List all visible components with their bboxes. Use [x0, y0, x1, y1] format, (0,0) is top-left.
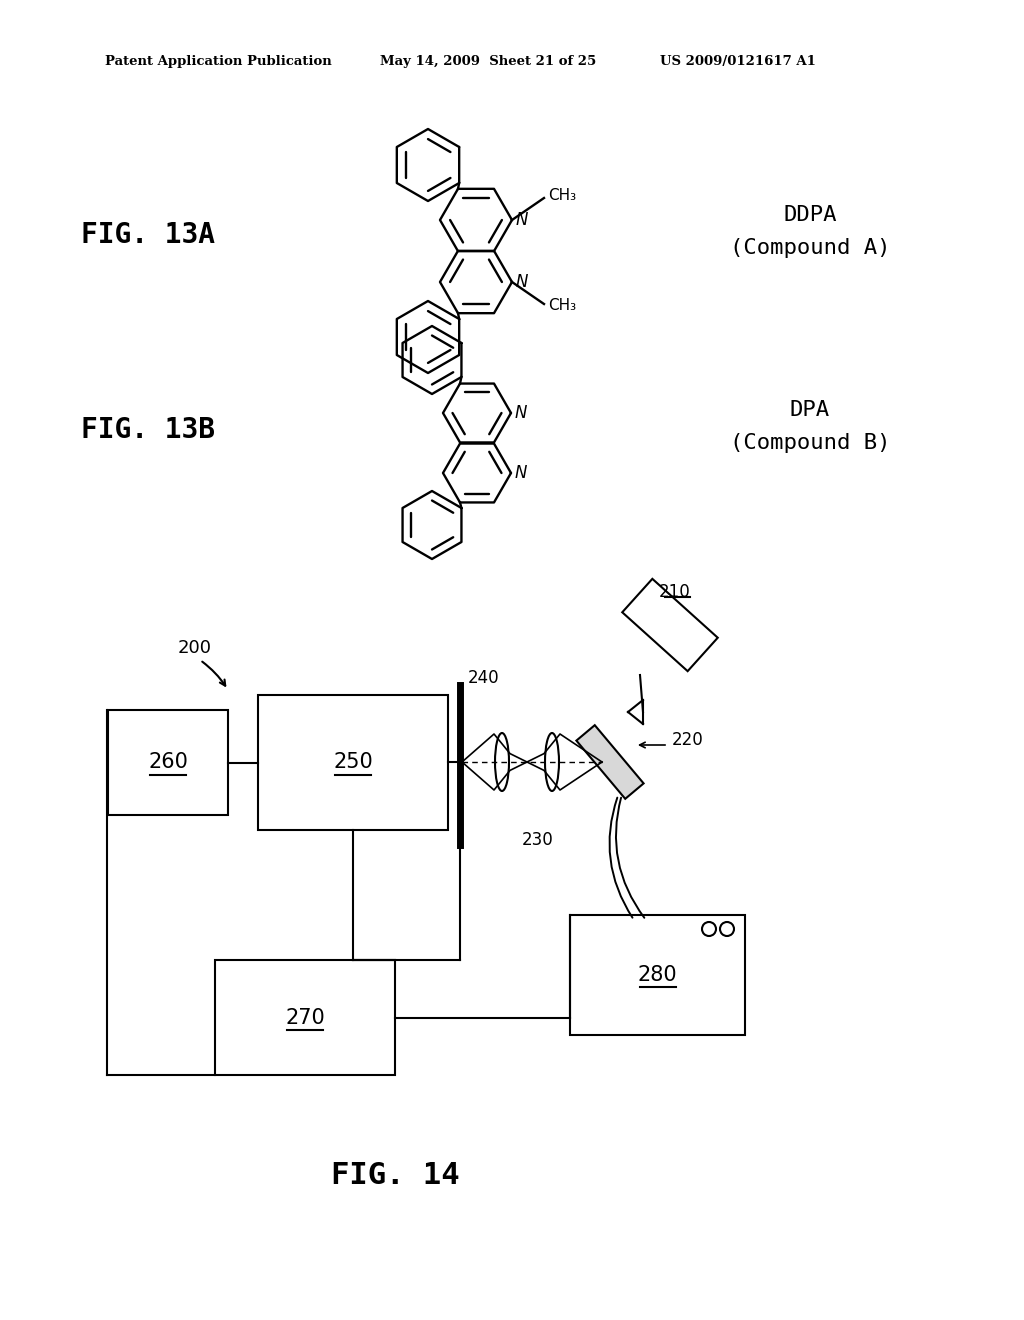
Bar: [258, 696, 449, 830]
Text: FIG. 13B: FIG. 13B: [81, 416, 215, 444]
Bar: [215, 960, 395, 1074]
Text: 210: 210: [659, 583, 691, 601]
Text: (Compound A): (Compound A): [730, 238, 890, 257]
Text: FIG. 13A: FIG. 13A: [81, 220, 215, 249]
Bar: [108, 710, 228, 814]
Text: N: N: [516, 273, 528, 290]
Text: N: N: [515, 465, 527, 482]
Text: May 14, 2009  Sheet 21 of 25: May 14, 2009 Sheet 21 of 25: [380, 55, 596, 69]
Text: N: N: [516, 211, 528, 228]
Text: DDPA: DDPA: [783, 205, 837, 224]
Text: 250: 250: [333, 752, 373, 772]
Text: N: N: [515, 404, 527, 422]
Text: (Compound B): (Compound B): [730, 433, 890, 453]
Bar: [623, 579, 718, 671]
Polygon shape: [577, 725, 644, 799]
Text: 200: 200: [178, 639, 212, 657]
Text: 260: 260: [148, 752, 188, 772]
Text: 270: 270: [285, 1007, 325, 1027]
Text: DPA: DPA: [790, 400, 830, 420]
Text: US 2009/0121617 A1: US 2009/0121617 A1: [660, 55, 816, 69]
Text: 220: 220: [672, 731, 703, 748]
Text: CH₃: CH₃: [548, 298, 577, 314]
Text: 240: 240: [468, 669, 500, 686]
Text: FIG. 14: FIG. 14: [331, 1160, 460, 1189]
Text: Patent Application Publication: Patent Application Publication: [105, 55, 332, 69]
Bar: [570, 915, 745, 1035]
Text: 280: 280: [638, 965, 677, 985]
Text: CH₃: CH₃: [548, 189, 577, 203]
Text: 230: 230: [522, 832, 554, 849]
